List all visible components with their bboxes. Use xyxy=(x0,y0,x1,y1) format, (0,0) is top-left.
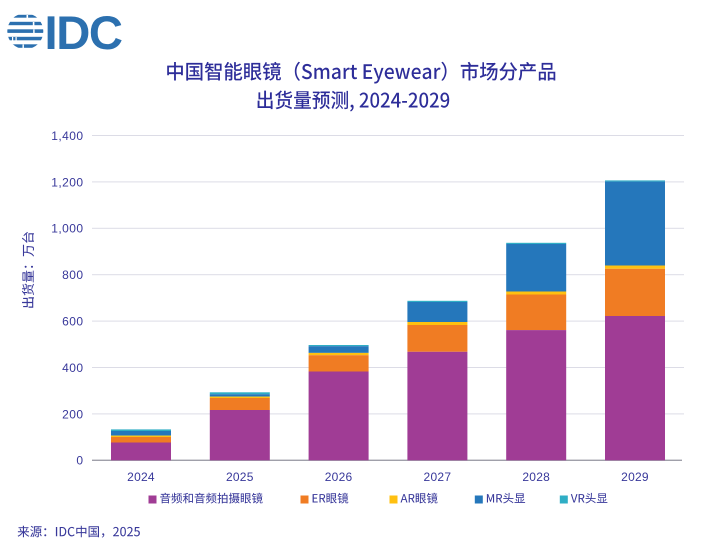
svg-text:2026: 2026 xyxy=(325,470,353,484)
svg-text:0: 0 xyxy=(76,454,83,468)
svg-text:IDC: IDC xyxy=(45,7,122,60)
svg-text:2029: 2029 xyxy=(621,470,649,484)
svg-text:2027: 2027 xyxy=(424,470,452,484)
svg-text:600: 600 xyxy=(62,315,83,329)
svg-text:1,000: 1,000 xyxy=(51,222,83,236)
svg-text:800: 800 xyxy=(62,268,83,282)
svg-text:1,200: 1,200 xyxy=(51,175,83,189)
svg-text:2028: 2028 xyxy=(522,470,550,484)
svg-text:400: 400 xyxy=(62,361,83,375)
svg-text:1,400: 1,400 xyxy=(51,129,83,143)
svg-text:2025: 2025 xyxy=(226,470,254,484)
svg-text:200: 200 xyxy=(62,407,83,421)
svg-text:2024: 2024 xyxy=(127,470,155,484)
